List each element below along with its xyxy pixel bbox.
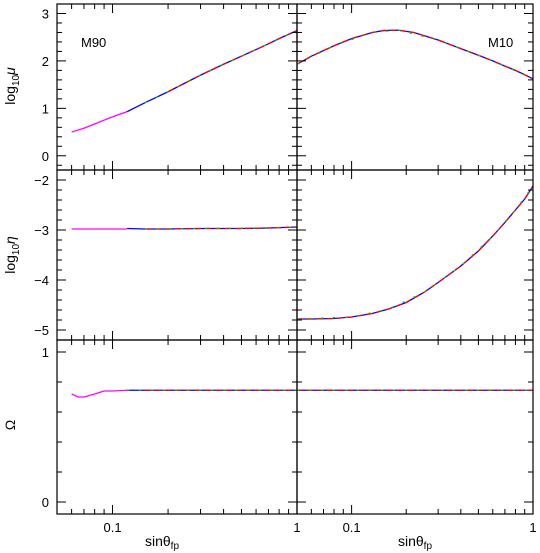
panel-right-row-0: M10 [296, 3, 534, 171]
panel-right-row-1 [296, 169, 534, 341]
series-line-0 [71, 389, 128, 398]
panel-left-row-2: 010.1 1 [42, 339, 301, 535]
svg-text:log10μ: log10μ [2, 67, 22, 105]
y-tick-label: −2 [34, 173, 49, 188]
series-line-2 [145, 226, 297, 230]
y-tick-label: −4 [34, 273, 49, 288]
ylabel-main: log [2, 255, 18, 274]
y-tick-label: 1 [42, 345, 49, 360]
ylabel-omega: Ω [2, 420, 18, 430]
series-group [297, 185, 533, 320]
x-tick-label: 1 [293, 520, 300, 535]
series-line-0 [71, 111, 128, 133]
series-group [71, 389, 297, 398]
y-tick-label: −3 [34, 223, 49, 238]
panel-left-row-0: 0 1 2 3 M90 [42, 3, 298, 171]
y-tick-label: 0 [42, 495, 49, 510]
panel-annotation: M10 [488, 35, 513, 50]
y-tick-label: 2 [42, 54, 49, 69]
series-line-0 [297, 185, 533, 320]
xlabel-right: sinθfp [398, 533, 432, 552]
ylabel-sub: 10 [11, 74, 22, 86]
x-tick-label: 0.1 [103, 520, 121, 535]
ylabel-sub: 10 [11, 244, 22, 256]
panel-annotation: M90 [81, 35, 106, 50]
y-tick-label: 1 [42, 101, 49, 116]
series-group [71, 29, 297, 133]
ylabel-row-1: log10η [2, 236, 22, 274]
series-line-3 [144, 29, 297, 104]
svg-text:log10η: log10η [2, 236, 22, 274]
series-line-2 [297, 29, 533, 80]
series-line-2 [167, 29, 297, 93]
y-tick-label: −5 [34, 323, 49, 338]
panel-right-row-2: 0.1 1 [296, 339, 537, 535]
panel-frame [296, 339, 534, 515]
x-tick-label: 1 [529, 520, 536, 535]
x-tick-label: 0.1 [343, 520, 361, 535]
panel-frame [296, 169, 534, 341]
panel-frame [296, 3, 534, 171]
ylabel-row-2: Ω [2, 420, 18, 430]
ylabel-main: log [2, 86, 18, 105]
series-group [297, 29, 533, 80]
ylabel-sym: μ [2, 67, 18, 76]
series-line-1 [127, 226, 297, 230]
panel-frame [56, 169, 298, 341]
series-line-1 [297, 185, 533, 320]
series-line-2 [297, 185, 533, 320]
panel-frame [56, 339, 298, 515]
y-tick-label: 0 [42, 149, 49, 164]
y-tick-label: 3 [42, 6, 49, 21]
ylabel-sym: η [2, 236, 18, 244]
ylabel-row-0: log10μ [2, 67, 22, 105]
xlabel-left: sinθfp [145, 533, 179, 552]
series-group [71, 226, 297, 230]
panel-left-row-1: −2 −3 −4 −5 [34, 169, 298, 341]
series-line-1 [297, 29, 533, 80]
